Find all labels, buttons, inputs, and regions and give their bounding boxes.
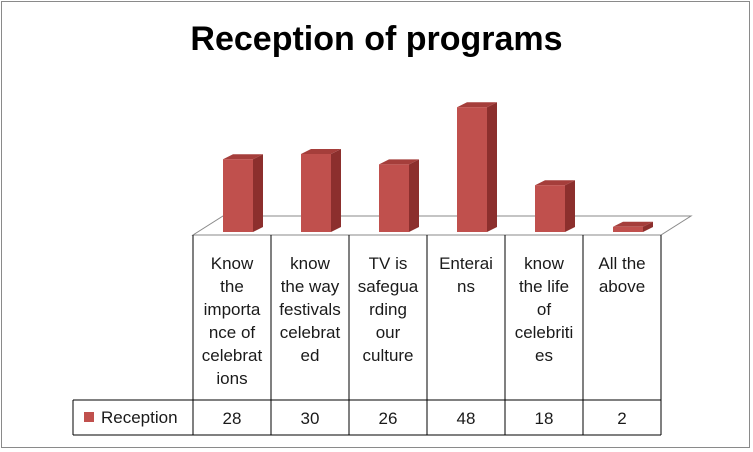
bar-top [457,102,497,108]
chart-title: Reception of programs [190,20,563,58]
category-label: ions [216,369,247,388]
category-label: celebriti [515,323,574,342]
bar-side [565,180,575,232]
bar-top [223,154,263,160]
category-label: nce of [209,323,256,342]
category-label: the way [281,277,340,296]
category-label: know [524,254,564,273]
bar-side [487,102,497,232]
category-label: of [537,300,551,319]
category-label: ns [457,277,475,296]
category-label: Enterai [439,254,493,273]
data-label: 30 [301,409,320,428]
category-label: the life [519,277,569,296]
legend-swatch [84,412,94,422]
bar-side [409,159,419,232]
category-label: the [220,277,244,296]
category-label: celebrat [202,346,263,365]
bar-side [253,154,263,232]
bar-top [613,221,653,227]
category-label: ed [301,346,320,365]
bar [379,164,409,232]
data-label: 28 [223,409,242,428]
category-label: All the [598,254,645,273]
data-label: 48 [457,409,476,428]
bar [223,159,253,232]
data-label: 18 [535,409,554,428]
bar-top [379,159,419,165]
bar-top [535,180,575,186]
bar-side [643,221,653,232]
category-label: safegua [358,277,419,296]
bar [535,185,565,232]
category-label: celebrat [280,323,341,342]
data-label: 26 [379,409,398,428]
category-label: TV is [369,254,408,273]
data-label: 2 [617,409,626,428]
legend-label: Reception [101,408,178,427]
category-label: importa [204,300,261,319]
bar-side [331,149,341,232]
category-label: Know [211,254,254,273]
category-label: our [376,323,401,342]
bar [301,154,331,232]
category-label: know [290,254,330,273]
category-label: above [599,277,645,296]
category-label: rding [369,300,407,319]
category-label: es [535,346,553,365]
category-label: festivals [279,300,340,319]
bar [613,226,643,232]
category-label: culture [362,346,413,365]
bar [457,107,487,232]
bar-top [301,149,341,154]
